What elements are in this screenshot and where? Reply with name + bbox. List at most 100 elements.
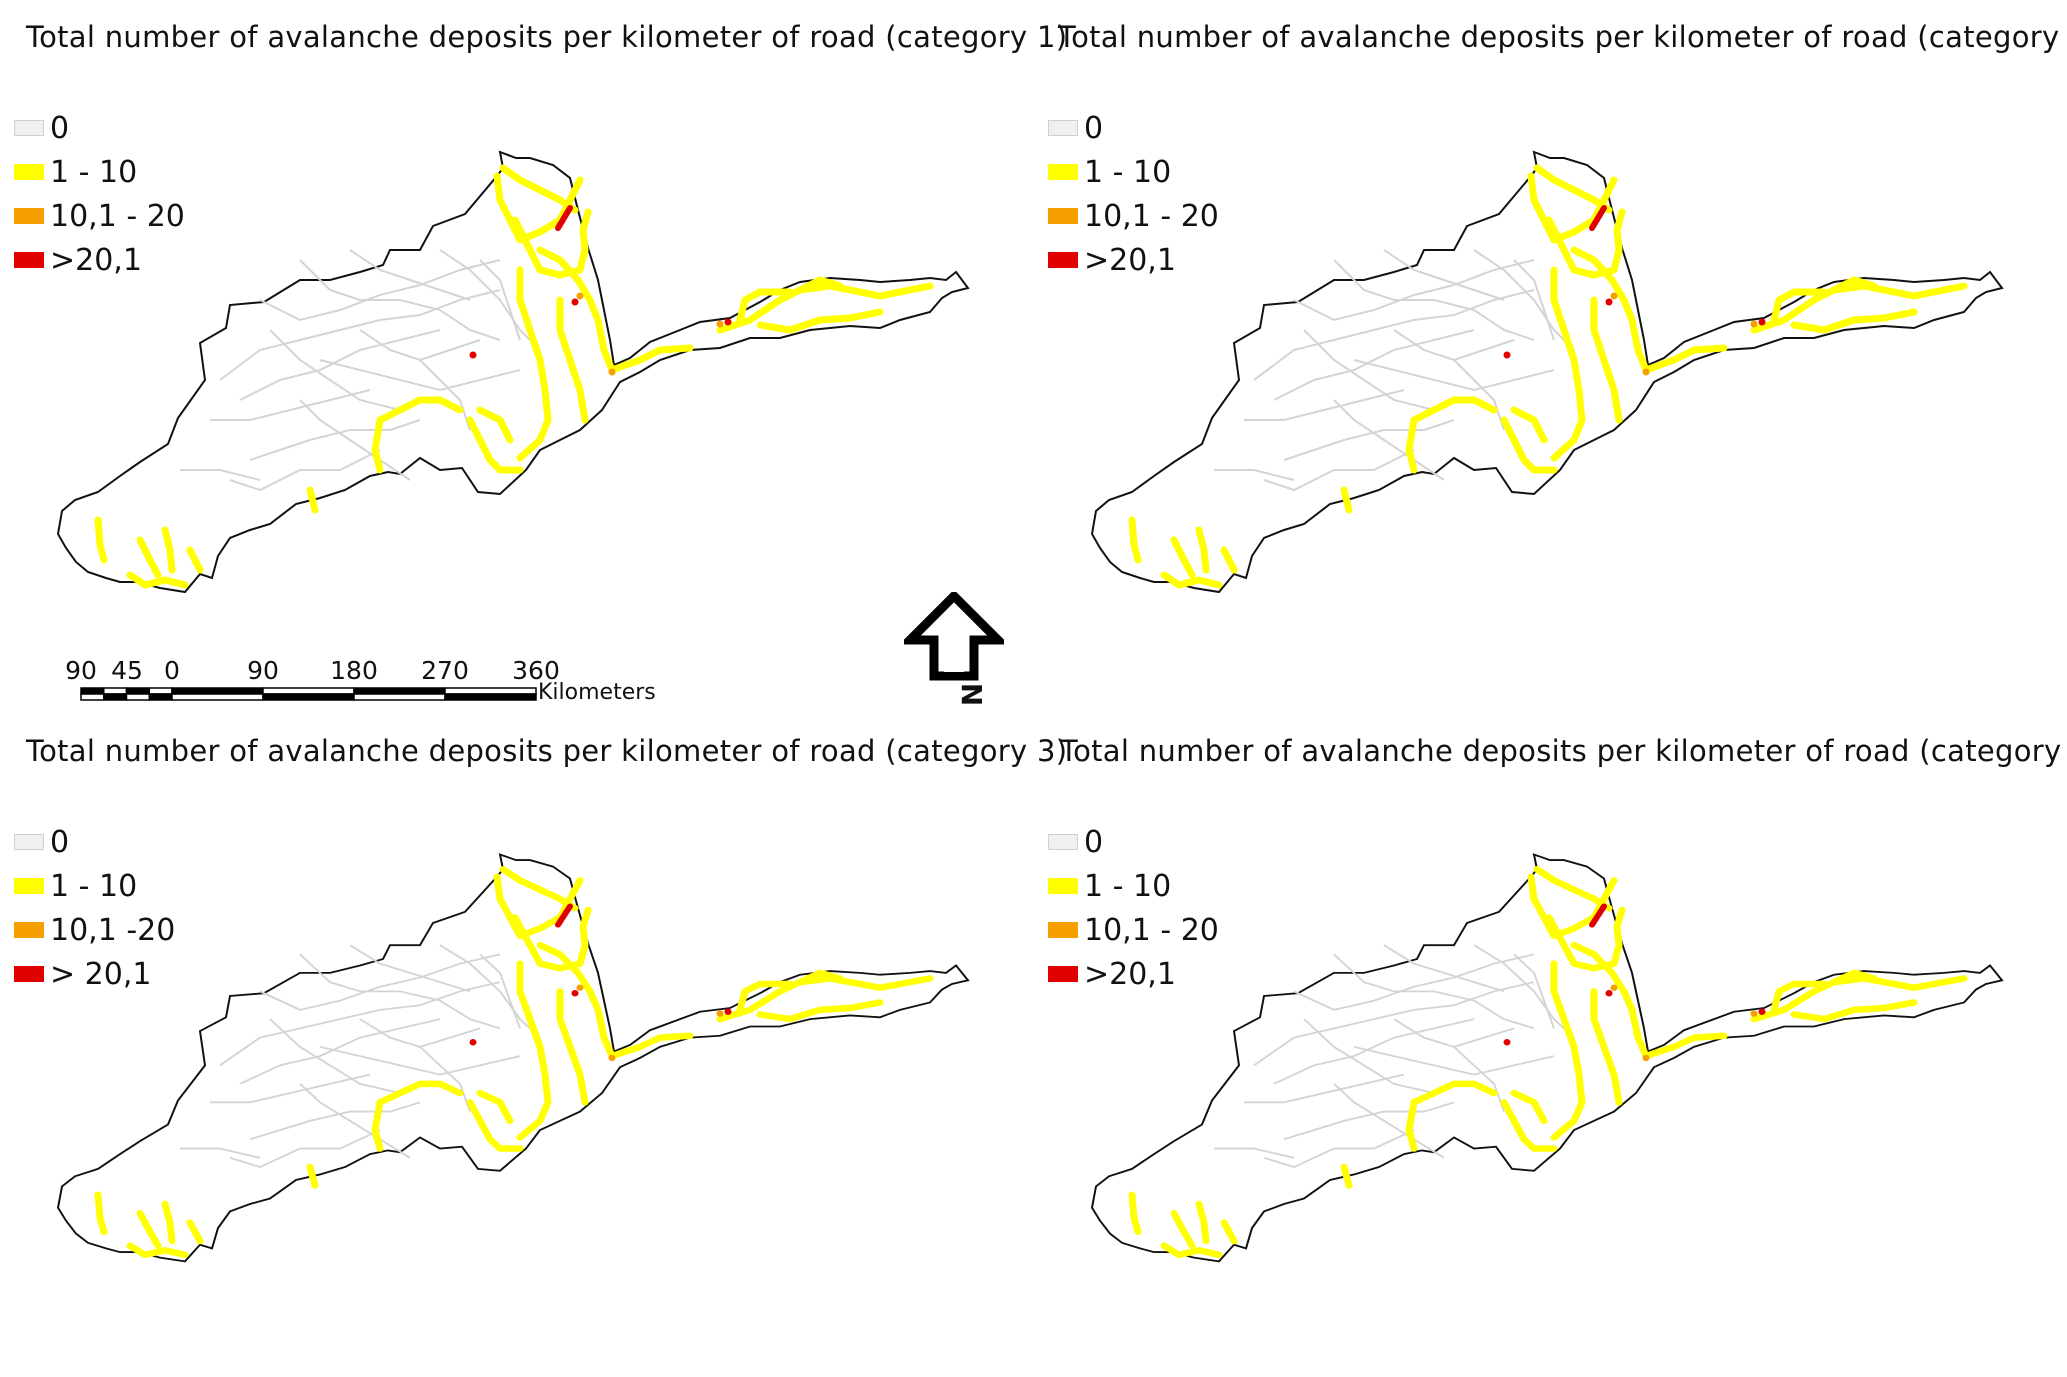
legend-swatch (1048, 878, 1078, 894)
road-low-deposits (1790, 999, 1918, 1023)
road-low-deposits (136, 1210, 162, 1249)
road-low-deposits (556, 988, 589, 1106)
deposit-hotspot (1610, 292, 1618, 300)
scale-segment (444, 687, 537, 695)
legend: 0 1 - 10 10,1 - 20 >20,1 (1048, 106, 1219, 282)
panel-title: Total number of avalanche deposits per k… (26, 20, 1068, 54)
road-low-deposits (376, 1080, 464, 1106)
road-low-deposits (1533, 866, 1613, 912)
legend: 0 1 - 10 10,1 - 20 >20,1 (1048, 820, 1219, 996)
deposit-hotspot (469, 1038, 477, 1046)
road-low-deposits (371, 1099, 384, 1152)
road-no-deposits (479, 953, 521, 1029)
road-low-deposits (1570, 941, 1650, 1060)
road-low-deposits (466, 1099, 524, 1152)
road-low-deposits (306, 486, 319, 514)
legend-swatch (1048, 252, 1078, 268)
road-high-deposits (1589, 205, 1607, 231)
road-low-deposits (466, 416, 524, 474)
deposit-hotspot (1750, 1010, 1758, 1017)
scale-bar-graphic (80, 687, 537, 701)
road-no-deposits (249, 419, 421, 461)
scale-segment (262, 693, 355, 701)
road-low-deposits (126, 571, 189, 589)
scale-segment (103, 687, 128, 695)
road-no-deposits (1353, 1045, 1555, 1076)
deposit-hotspot (469, 351, 477, 359)
road-low-deposits (94, 1191, 108, 1236)
panel-title: Total number of avalanche deposits per k… (1058, 20, 2067, 54)
scale-tick-label: 360 (512, 656, 560, 685)
road-no-deposits (1333, 259, 1535, 341)
road-no-deposits (249, 1101, 421, 1141)
legend-item-10-20: 10,1 -20 (14, 908, 175, 952)
road-low-deposits (186, 546, 204, 574)
road-no-deposits (1293, 259, 1535, 322)
road-low-deposits (476, 1089, 514, 1125)
scale-bar-segments (80, 687, 537, 701)
legend-item-1-10: 1 - 10 (14, 150, 185, 194)
road-no-deposits (229, 1129, 381, 1169)
legend-label: 10,1 - 20 (50, 198, 185, 234)
map-panel-category-2: Total number of avalanche deposits per k… (1034, 0, 2067, 663)
legend-swatch (1048, 922, 1078, 938)
legend-swatch (14, 208, 44, 224)
scale-tick-label: 0 (164, 656, 180, 685)
road-no-deposits (1453, 1046, 1505, 1112)
scale-segment (171, 687, 264, 695)
road-no-deposits (1513, 259, 1555, 341)
legend-swatch (14, 120, 44, 136)
road-low-deposits (1170, 1210, 1196, 1249)
scale-segment (80, 687, 105, 695)
road-low-deposits (1220, 546, 1238, 574)
road-no-deposits (359, 329, 481, 362)
road-no-deposits (299, 259, 501, 341)
road-no-deposits (1214, 1147, 1295, 1159)
road-no-deposits (259, 953, 501, 1011)
road-no-deposits (1293, 953, 1535, 1011)
road-low-deposits (1410, 1080, 1498, 1106)
road-no-deposits (239, 1018, 441, 1085)
legend-swatch (1048, 834, 1078, 850)
scale-segment (148, 693, 173, 701)
deposit-hotspot (1758, 1008, 1766, 1015)
road-no-deposits (1383, 944, 1505, 993)
scale-bar: 90 45 0 90 180 270 360 Kilometers (60, 656, 680, 706)
road-no-deposits (439, 944, 541, 1039)
map-panel-category-1: Total number of avalanche deposits per k… (0, 0, 1067, 663)
road-low-deposits (94, 516, 108, 564)
deposit-hotspot (1503, 1038, 1511, 1046)
road-no-deposits (419, 359, 471, 431)
road-no-deposits (349, 249, 471, 301)
scale-tick-label: 180 (330, 656, 378, 685)
legend-swatch (1048, 120, 1078, 136)
legend-item-1-10: 1 - 10 (14, 864, 175, 908)
road-low-deposits (136, 536, 162, 579)
road-low-deposits (371, 416, 384, 474)
legend-swatch (1048, 164, 1078, 180)
road-low-deposits (1570, 246, 1650, 374)
road-low-deposits (1410, 396, 1498, 424)
road-no-deposits (1303, 1018, 1435, 1094)
road-no-deposits (1333, 953, 1535, 1030)
scale-tick-label: 45 (111, 656, 143, 685)
scale-unit-label: Kilometers (538, 680, 656, 705)
road-no-deposits (1283, 419, 1455, 461)
scale-segment (125, 687, 150, 695)
legend-label: 0 (50, 110, 70, 146)
legend-label: >20,1 (50, 242, 142, 278)
legend-label: > 20,1 (50, 956, 152, 992)
road-no-deposits (419, 1046, 471, 1112)
road-low-deposits (1128, 1191, 1142, 1236)
legend-label: 10,1 - 20 (1084, 198, 1219, 234)
deposit-hotspot (1605, 298, 1613, 306)
scale-tick-label: 270 (421, 656, 469, 685)
legend-swatch (14, 878, 44, 894)
road-no-deposits (1244, 389, 1405, 421)
road-low-deposits (126, 1242, 189, 1259)
scale-tick-label: 90 (247, 656, 279, 685)
road-low-deposits (1510, 1089, 1548, 1125)
road-no-deposits (210, 389, 371, 421)
road-no-deposits (1303, 329, 1435, 411)
deposit-hotspot (1758, 318, 1766, 326)
